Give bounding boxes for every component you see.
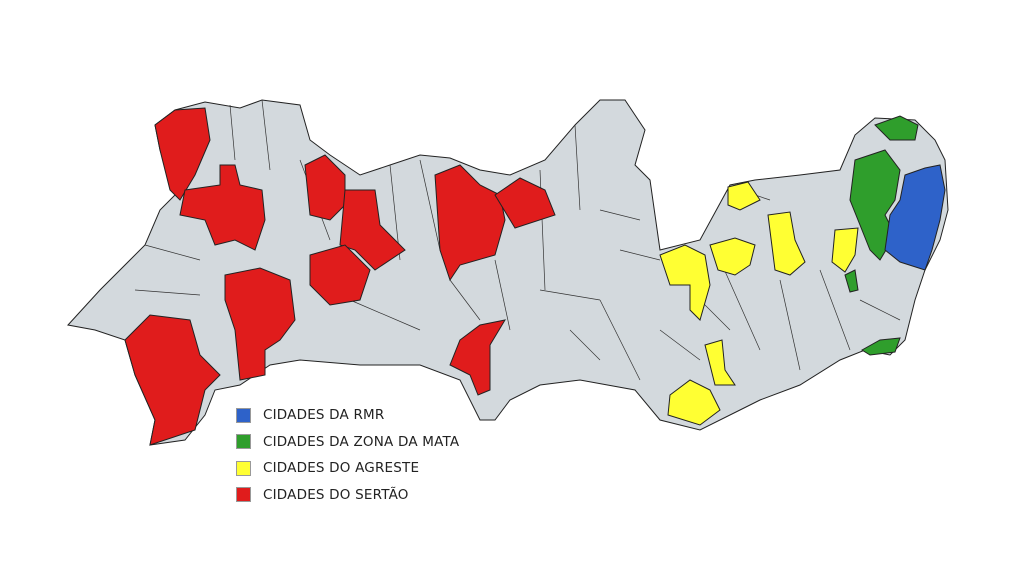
agreste-regions: [659, 181, 859, 426]
legend-label: CIDADES DA RMR: [263, 407, 385, 424]
legend-item-zona-da-mata: CIDADES DA ZONA DA MATA: [236, 429, 459, 456]
legend-item-sertao: CIDADES DO SERTÃO: [236, 482, 459, 509]
state-outline: [67, 99, 949, 446]
legend: CIDADES DA RMR CIDADES DA ZONA DA MATA C…: [236, 402, 459, 508]
legend-swatch-rmr: [236, 407, 251, 423]
legend-swatch-agreste: [236, 460, 251, 476]
legend-swatch-zona-da-mata: [236, 434, 251, 450]
legend-label: CIDADES DO AGRESTE: [263, 460, 420, 477]
legend-label: CIDADES DO SERTÃO: [263, 486, 409, 503]
rmr-regions: [884, 164, 946, 271]
legend-swatch-sertao: [236, 487, 251, 503]
sertao-regions: [124, 107, 556, 446]
legend-label: CIDADES DA ZONA DA MATA: [263, 433, 460, 450]
legend-item-agreste: CIDADES DO AGRESTE: [236, 455, 459, 482]
legend-item-rmr: CIDADES DA RMR: [236, 402, 459, 429]
